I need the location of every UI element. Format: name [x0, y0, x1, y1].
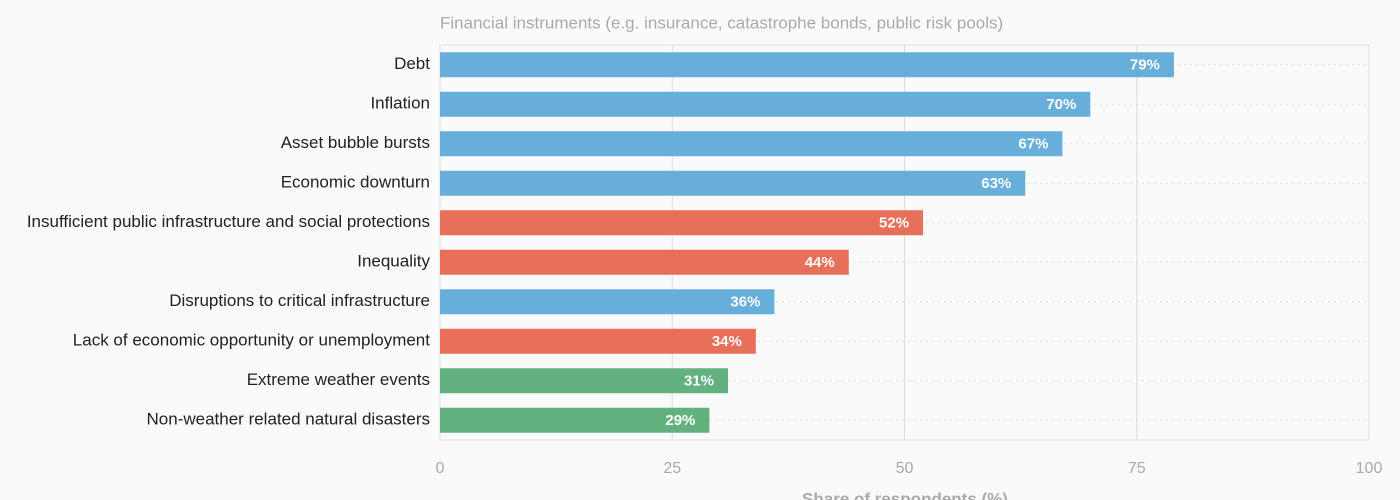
value-label: 67% — [1018, 136, 1048, 153]
y-tick-label: Debt — [394, 54, 430, 73]
y-tick-label: Lack of economic opportunity or unemploy… — [73, 331, 430, 350]
bar — [440, 170, 1026, 196]
bar — [440, 91, 1091, 117]
y-tick-label: Inequality — [357, 252, 430, 271]
y-tick-label: Inflation — [370, 94, 430, 113]
x-tick-label: 75 — [1128, 460, 1146, 477]
value-label: 44% — [805, 254, 835, 271]
value-label: 63% — [981, 175, 1011, 192]
x-tick-label: 25 — [663, 460, 681, 477]
value-label: 52% — [879, 215, 909, 232]
x-tick-label: 100 — [1356, 460, 1383, 477]
chart-title: Financial instruments (e.g. insurance, c… — [440, 13, 1003, 32]
bar — [440, 210, 924, 236]
y-tick-label: Disruptions to critical infrastructure — [169, 291, 430, 310]
x-tick-label: 50 — [896, 460, 914, 477]
value-label: 70% — [1046, 96, 1076, 113]
value-label: 31% — [684, 373, 714, 390]
y-tick-label: Asset bubble bursts — [281, 133, 430, 152]
x-axis-label: Share of respondents (%) — [802, 489, 1008, 500]
value-label: 36% — [730, 294, 760, 311]
y-tick-label: Economic downturn — [281, 173, 430, 192]
y-tick-label: Insufficient public infrastructure and s… — [27, 212, 430, 231]
bar — [440, 407, 710, 433]
x-tick-label: 0 — [436, 460, 445, 477]
value-label: 34% — [712, 333, 742, 350]
y-tick-label: Non-weather related natural disasters — [147, 410, 430, 429]
bar — [440, 249, 849, 275]
bar — [440, 289, 775, 315]
y-tick-label: Extreme weather events — [247, 370, 430, 389]
bar — [440, 368, 728, 394]
bar — [440, 328, 756, 354]
value-label: 29% — [665, 412, 695, 429]
value-label: 79% — [1130, 57, 1160, 74]
bar — [440, 131, 1063, 157]
bar — [440, 52, 1174, 78]
